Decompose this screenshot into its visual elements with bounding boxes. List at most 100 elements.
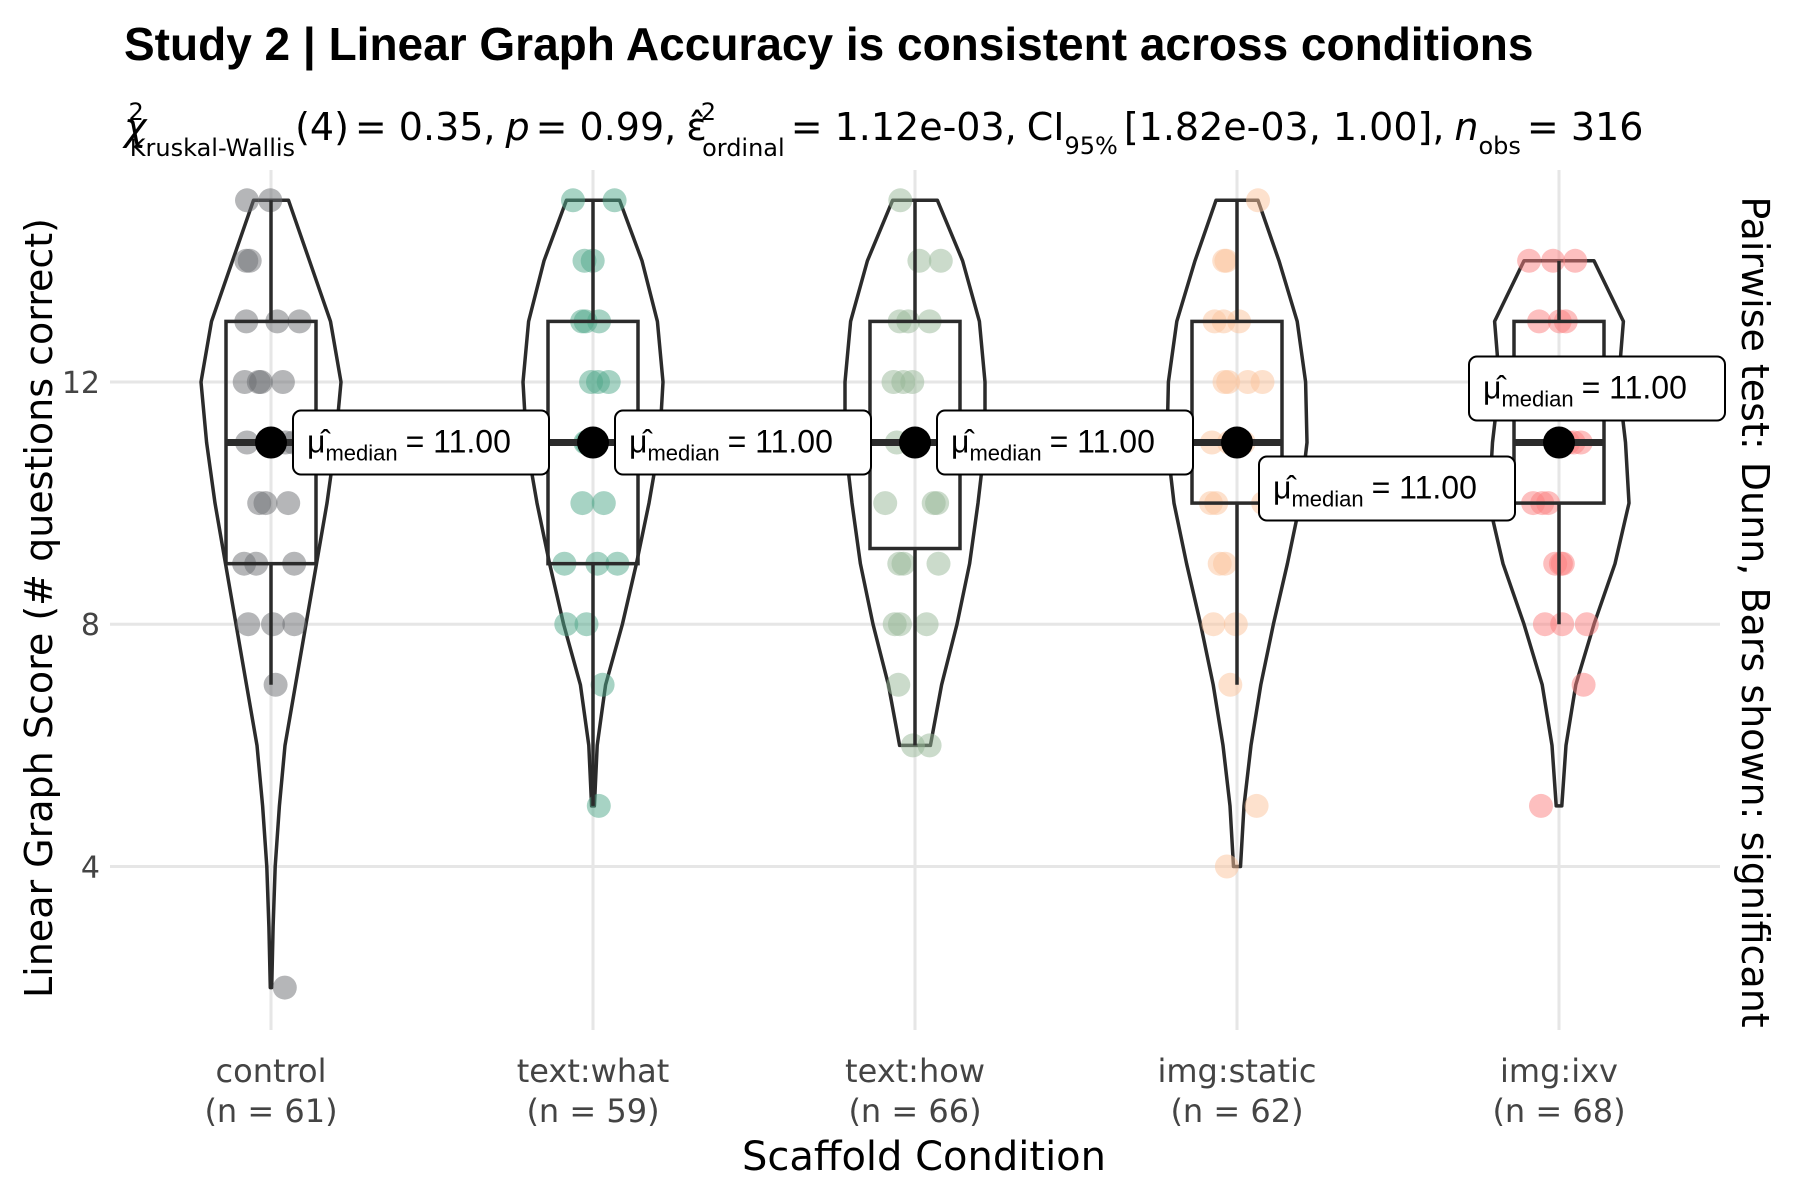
- subtitle-eps-value: = 1.12e-03,: [791, 105, 1017, 149]
- subtitle-ci-symbol: CI: [1027, 105, 1065, 149]
- subtitle-eps-sup: 2: [701, 98, 716, 126]
- violin-img-static: [1165, 198, 1309, 869]
- data-point: [900, 733, 925, 758]
- data-point: [882, 612, 907, 637]
- subtitle-p-symbol: p: [505, 105, 530, 149]
- y-tick-labels: 4 8 12: [62, 366, 100, 886]
- median-label-box: [1258, 455, 1516, 522]
- median-label: μ̂median = 11.00: [1483, 370, 1687, 412]
- data-point: [561, 188, 585, 213]
- data-point: [586, 793, 611, 818]
- median-label-value: = 11.00: [406, 424, 511, 460]
- data-point: [886, 672, 911, 697]
- x-tick-label: img:static: [1157, 1052, 1316, 1090]
- x-tick-n: (n = 62): [1170, 1092, 1303, 1130]
- data-point: [574, 612, 599, 637]
- data-point: [276, 491, 301, 516]
- median-label-value: = 11.00: [1582, 370, 1687, 406]
- subtitle-chi-symbol: χ: [122, 105, 148, 149]
- data-point: [907, 248, 932, 273]
- subtitle-n-symbol: n: [1454, 105, 1478, 149]
- data-point: [586, 370, 610, 394]
- median-point: [255, 426, 287, 459]
- median-point: [577, 426, 609, 459]
- data-point: [1212, 370, 1237, 394]
- data-point: [1517, 248, 1542, 273]
- x-tick-n: (n = 66): [848, 1092, 981, 1130]
- data-point: [1571, 672, 1596, 697]
- data-point: [270, 370, 295, 394]
- data-point: [1207, 551, 1232, 576]
- median-label-sub: median: [325, 441, 397, 466]
- data-point: [1550, 612, 1575, 637]
- median-label-sub: median: [969, 441, 1041, 466]
- subtitle-chi-sup: 2: [129, 98, 144, 126]
- x-tick-labels: control(n = 61) text:what(n = 59) text:how…: [204, 1052, 1625, 1130]
- median-label-sub: median: [1291, 487, 1363, 512]
- median-labels: μ̂median = 11.00 μ̂median = 11.00 μ̂median = …: [292, 355, 1726, 522]
- data-point: [570, 491, 595, 516]
- x-tick-n: (n = 68): [1492, 1092, 1625, 1130]
- data-point: [1563, 248, 1588, 273]
- subtitle-stat: = 0.35,: [355, 105, 496, 149]
- data-point: [235, 188, 259, 213]
- y-tick-label: 8: [81, 608, 100, 643]
- data-point: [1541, 248, 1566, 273]
- median-label-value: = 11.00: [1372, 470, 1477, 506]
- subtitle-df: (4): [295, 105, 349, 149]
- subtitle-p-value: = 0.99,: [536, 105, 677, 149]
- data-point: [1550, 551, 1575, 576]
- x-tick-n: (n = 59): [526, 1092, 659, 1130]
- median-point: [1221, 426, 1253, 459]
- data-point: [263, 672, 288, 697]
- box: [1190, 319, 1284, 505]
- data-point: [1246, 188, 1270, 213]
- median-label-box: [936, 409, 1194, 476]
- x-tick-label: img:ixv: [1500, 1052, 1618, 1090]
- median-markers: [255, 426, 1575, 459]
- x-tick-n: (n = 61): [204, 1092, 337, 1130]
- data-point: [900, 370, 925, 394]
- median-label-box: [1468, 355, 1726, 422]
- data-point: [1574, 612, 1599, 637]
- x-axis-label: Scaffold Condition: [742, 1134, 1106, 1180]
- data-point: [572, 248, 597, 273]
- data-point: [554, 612, 579, 637]
- subtitle-chi-sub: Kruskal-Wallis: [130, 134, 295, 162]
- data-point: [272, 975, 297, 1000]
- chart-subtitle: χ2 Kruskal-Wallis(4) = 0.35, p = 0.99, ε̂2 ord…: [122, 98, 1643, 162]
- median-point: [1543, 426, 1575, 459]
- subtitle-ci-sub: 95%: [1065, 132, 1118, 160]
- x-tick-label: control: [216, 1052, 327, 1090]
- median-label-value: = 11.00: [1050, 424, 1155, 460]
- data-point: [236, 612, 261, 637]
- subtitle-n-sub: obs: [1479, 132, 1521, 160]
- median-label-value: = 11.00: [728, 424, 833, 460]
- data-point: [928, 248, 953, 273]
- y-tick-label: 12: [62, 366, 100, 401]
- data-point: [246, 370, 271, 394]
- data-point: [282, 612, 307, 637]
- chart-title: Study 2 | Linear Graph Accuracy is consi…: [124, 18, 1533, 70]
- data-point: [1244, 793, 1269, 818]
- data-point: [234, 248, 259, 273]
- subtitle-n-value: = 316: [1527, 105, 1643, 149]
- data-point: [873, 491, 898, 516]
- median-point: [899, 426, 931, 459]
- data-point: [926, 551, 951, 576]
- data-point: [925, 491, 950, 516]
- median-label-sub: median: [1501, 387, 1573, 412]
- median-label-sub: median: [647, 441, 719, 466]
- data-point: [602, 188, 627, 213]
- x-tick-label: text:what: [517, 1052, 670, 1090]
- data-point: [247, 491, 272, 516]
- data-point: [261, 612, 285, 637]
- data-point: [1529, 793, 1553, 818]
- subtitle-ci-value: [1.82e-03, 1.00],: [1124, 105, 1445, 149]
- data-point: [590, 672, 615, 697]
- data-point: [888, 188, 913, 213]
- median-label-box: [614, 409, 872, 476]
- median-label: μ̂median = 11.00: [951, 424, 1155, 466]
- data-point: [1201, 612, 1226, 637]
